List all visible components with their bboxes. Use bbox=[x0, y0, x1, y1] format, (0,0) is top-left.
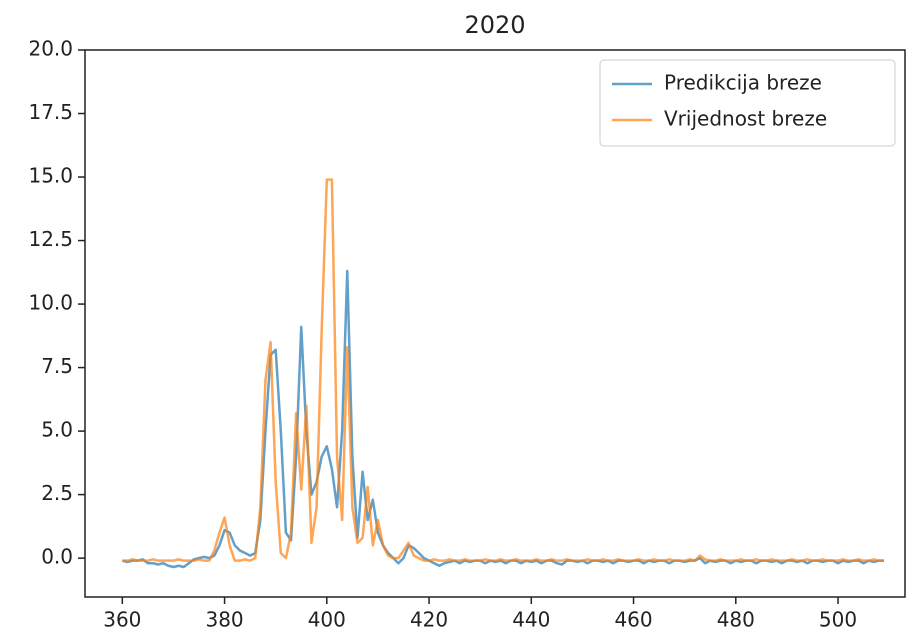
y-tick-label: 20.0 bbox=[28, 37, 73, 61]
y-tick-label: 5.0 bbox=[41, 418, 73, 442]
x-tick-label: 500 bbox=[819, 608, 857, 632]
plot-frame bbox=[84, 49, 906, 598]
x-tick-label: 480 bbox=[717, 608, 755, 632]
y-tick-label: 10.0 bbox=[28, 291, 73, 315]
x-tick-label: 380 bbox=[205, 608, 243, 632]
x-tick-label: 460 bbox=[614, 608, 652, 632]
x-tick-label: 400 bbox=[308, 608, 346, 632]
y-tick-label: 12.5 bbox=[28, 227, 73, 251]
y-tick-label: 17.5 bbox=[28, 100, 73, 124]
y-tick-label: 7.5 bbox=[41, 354, 73, 378]
x-tick-label: 440 bbox=[512, 608, 550, 632]
y-tick-label: 15.0 bbox=[28, 164, 73, 188]
line-series bbox=[122, 269, 885, 569]
chart-title: 2020 bbox=[464, 11, 525, 39]
legend-label: Vrijednost breze bbox=[664, 107, 827, 131]
line-series bbox=[122, 178, 885, 562]
x-tick-label: 360 bbox=[103, 608, 141, 632]
x-tick-label: 420 bbox=[410, 608, 448, 632]
legend-box bbox=[599, 59, 896, 147]
y-tick-label: 2.5 bbox=[41, 481, 73, 505]
legend-label: Predikcija breze bbox=[664, 71, 822, 95]
y-tick-label: 0.0 bbox=[41, 545, 73, 569]
